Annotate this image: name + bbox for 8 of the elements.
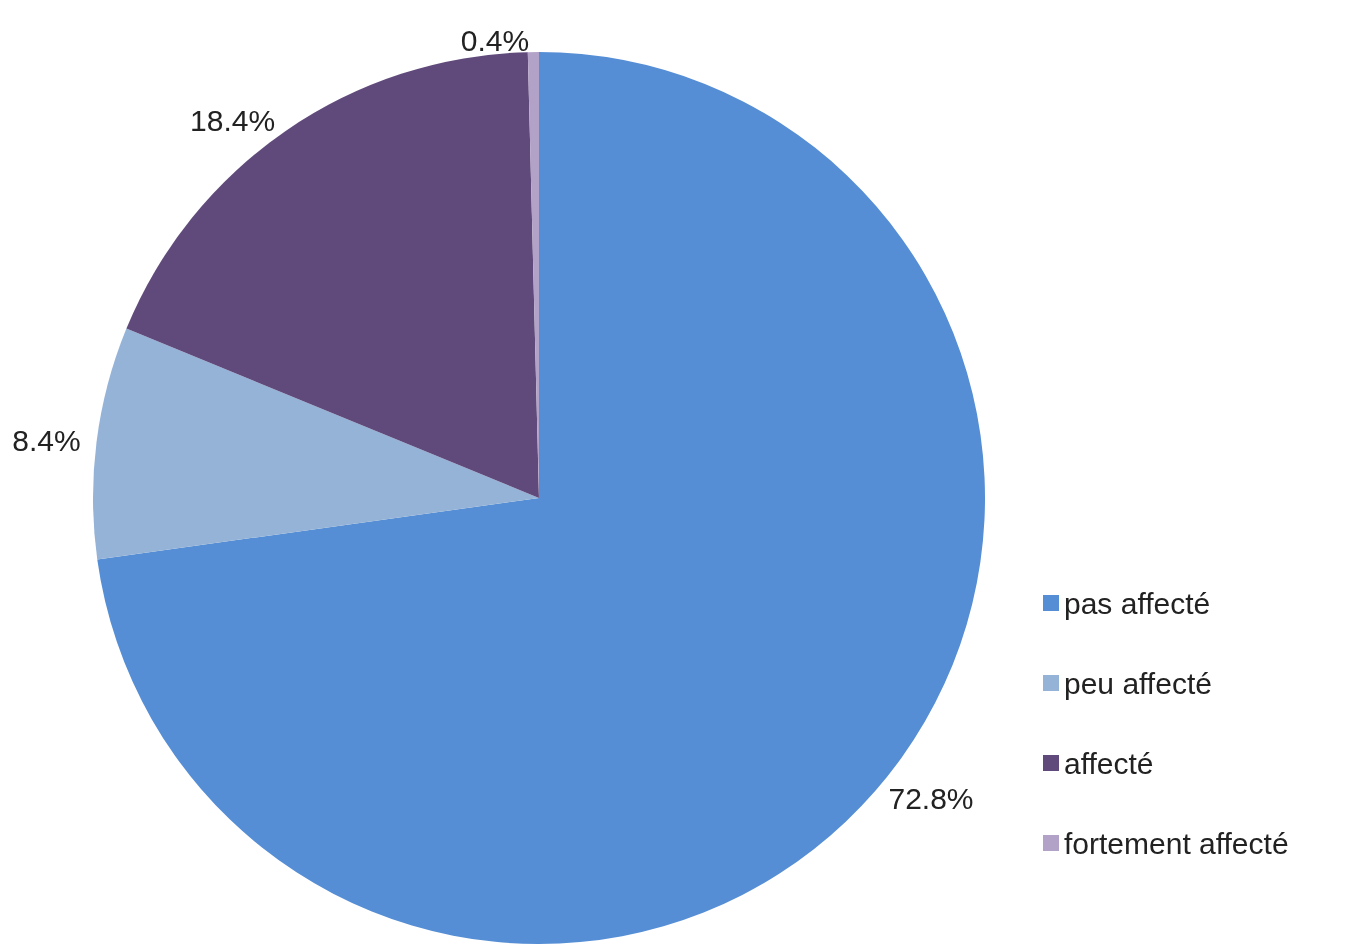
legend-label: affecté (1064, 746, 1154, 780)
data-label: 18.4% (190, 104, 276, 138)
legend-label: pas affecté (1064, 586, 1211, 620)
data-label: 0.4% (460, 23, 530, 57)
data-label: 72.8% (888, 782, 974, 816)
data-label: 8.4% (12, 424, 81, 458)
legend-label: peu affecté (1064, 666, 1212, 700)
legend-label: fortement affecté (1064, 826, 1289, 860)
